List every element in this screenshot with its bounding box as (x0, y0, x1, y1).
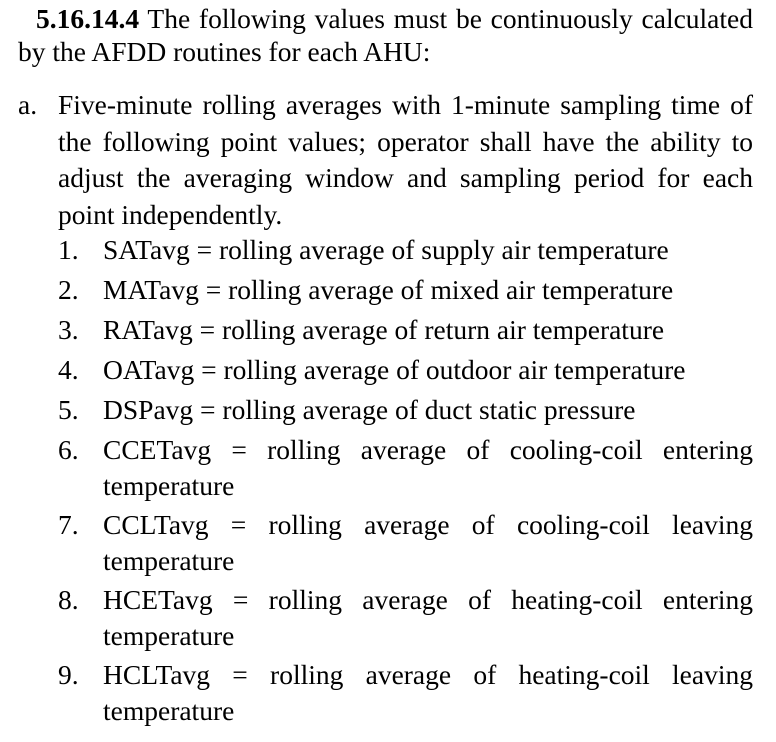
list-item-a-marker: a. (18, 89, 38, 120)
point-number: 5. (58, 394, 79, 425)
point-text: RATavg = rolling average of return air t… (103, 314, 665, 345)
point-item: 6. CCETavg = rolling average of cooling-… (58, 432, 753, 504)
point-item: 8. HCETavg = rolling average of heating-… (58, 582, 753, 654)
point-number: 7. (58, 509, 79, 540)
point-text: SATavg = rolling average of supply air t… (103, 234, 669, 265)
point-item: 3. RATavg = rolling average of return ai… (58, 312, 753, 348)
section-text: The following values must be continuousl… (18, 3, 753, 67)
section-paragraph: 5.16.14.4 The following values must be c… (18, 2, 753, 68)
point-item: 5. DSPavg = rolling average of duct stat… (58, 392, 753, 428)
point-text: MATavg = rolling average of mixed air te… (103, 274, 674, 305)
point-number: 2. (58, 274, 79, 305)
point-item: 1. SATavg = rolling average of supply ai… (58, 232, 753, 268)
point-item: 2. MATavg = rolling average of mixed air… (58, 272, 753, 308)
point-number: 1. (58, 234, 79, 265)
point-number: 6. (58, 434, 79, 465)
point-number: 4. (58, 354, 79, 385)
list-item-a: a. Five-minute rolling averages with 1-m… (18, 87, 753, 233)
section-number: 5.16.14.4 (36, 3, 140, 34)
point-item: 4. OATavg = rolling average of outdoor a… (58, 352, 753, 388)
point-item: 7. CCLTavg = rolling average of cooling-… (58, 507, 753, 579)
point-text: CCLTavg = rolling average of cooling-coi… (103, 509, 753, 576)
point-text: DSPavg = rolling average of duct static … (103, 394, 636, 425)
point-number: 8. (58, 584, 79, 615)
point-values-list: 1. SATavg = rolling average of supply ai… (58, 232, 753, 732)
point-text: HCETavg = rolling average of heating-coi… (103, 584, 753, 651)
point-item: 9. HCLTavg = rolling average of heating-… (58, 657, 753, 729)
point-number: 3. (58, 314, 79, 345)
point-text: HCLTavg = rolling average of heating-coi… (103, 659, 753, 726)
point-number: 9. (58, 659, 79, 690)
point-text: OATavg = rolling average of outdoor air … (103, 354, 686, 385)
point-text: CCETavg = rolling average of cooling-coi… (103, 434, 753, 501)
list-item-a-text: Five-minute rolling averages with 1-minu… (58, 89, 753, 230)
